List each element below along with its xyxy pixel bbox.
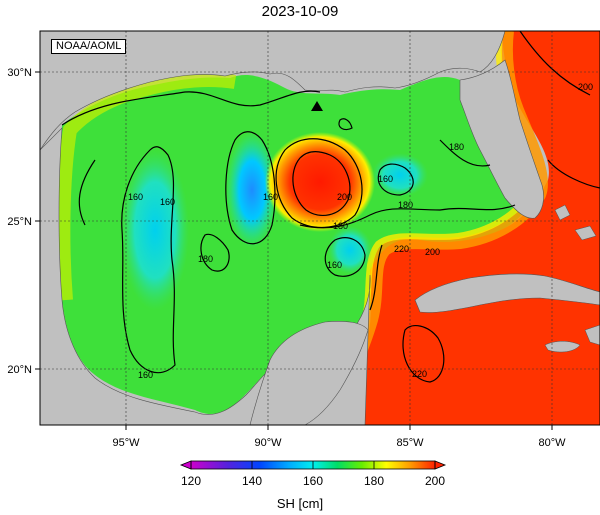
contour-label: 160 <box>138 370 153 380</box>
contour-labels: 160 160 160 160 180 180 180 180 200 200 … <box>128 82 593 380</box>
triangle-marker-icon <box>311 101 323 111</box>
colorbar-max-arrow <box>434 460 447 470</box>
colorbar-tick-label: 180 <box>363 474 385 488</box>
yucatan-peninsula <box>249 320 369 425</box>
lat-tick-label: 20°N <box>7 364 32 376</box>
lon-tick-label: 80°W <box>538 437 566 449</box>
florida-peninsula <box>459 59 544 219</box>
cuba-island <box>414 273 600 313</box>
colorbar-tick-label: 140 <box>241 474 263 488</box>
contour-label: 160 <box>160 197 175 207</box>
page-title: 2023-10-09 <box>261 3 339 20</box>
contour-label: 160 <box>327 260 342 270</box>
contour-label: 220 <box>394 244 409 254</box>
contour-lines <box>61 31 600 383</box>
colorbar-tick-label: 200 <box>424 474 446 488</box>
lon-tick-label: 85°W <box>396 437 424 449</box>
contour-label: 160 <box>263 192 278 202</box>
colorbar-units-label: SH [cm] <box>276 496 324 511</box>
colorbar-tick-label: 120 <box>180 474 202 488</box>
lat-tick-label: 25°N <box>7 216 32 228</box>
loop-current-warm-eddy <box>265 132 375 232</box>
contour-label: 160 <box>378 174 393 184</box>
jamaica-island <box>544 341 581 353</box>
axis-ticks <box>35 71 553 430</box>
map-frame <box>39 30 600 426</box>
lon-tick-label: 95°W <box>112 437 140 449</box>
contour-label: 180 <box>333 221 348 231</box>
colorbar <box>179 460 447 470</box>
hispaniola-edge <box>584 324 600 346</box>
contour-label: 200 <box>578 82 593 92</box>
warm-water-edge <box>329 31 548 422</box>
northeast-cool-eddy <box>372 153 428 197</box>
contour-label: 200 <box>425 247 440 257</box>
western-shelf-band <box>56 73 237 301</box>
central-cool-eddy <box>226 132 278 248</box>
contour-label: 180 <box>449 142 464 152</box>
credit-label: NOAA/AOML <box>51 39 127 54</box>
western-cool-eddy <box>121 150 189 310</box>
lat-tick-label: 30°N <box>7 67 32 79</box>
contour-label: 160 <box>128 192 143 202</box>
bahamas <box>554 204 597 241</box>
contour-label: 180 <box>198 254 213 264</box>
contour-label: 180 <box>398 200 413 210</box>
contour-label: 220 <box>412 369 427 379</box>
contour-label: 200 <box>337 192 352 202</box>
us-gulf-coast <box>40 31 506 151</box>
colorbar-tick-label: 160 <box>302 474 324 488</box>
lon-tick-label: 90°W <box>254 437 282 449</box>
colorbar-min-arrow <box>179 460 192 470</box>
graticule <box>40 31 600 425</box>
